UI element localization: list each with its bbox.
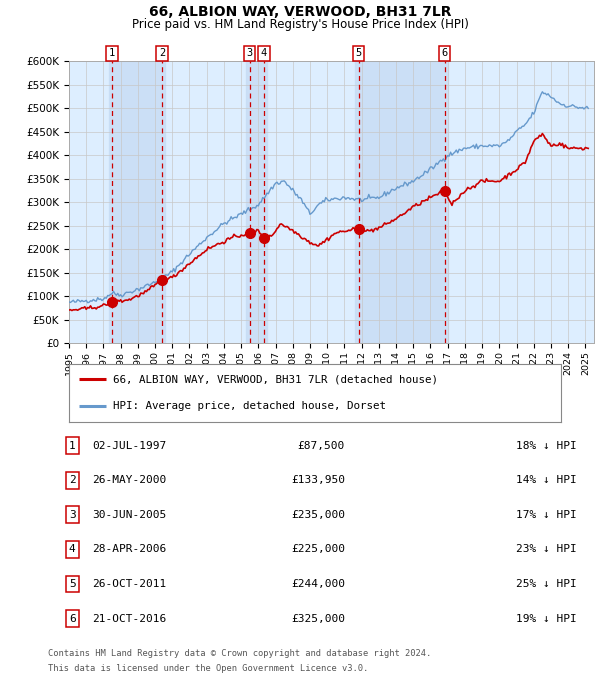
Text: £325,000: £325,000 [291,613,345,624]
Text: 6: 6 [442,48,448,58]
Text: 4: 4 [69,545,76,554]
Text: 21-OCT-2016: 21-OCT-2016 [92,613,167,624]
Text: 1: 1 [69,441,76,451]
Text: 02-JUL-1997: 02-JUL-1997 [92,441,167,451]
Bar [109,61,166,343]
Text: 23% ↓ HPI: 23% ↓ HPI [517,545,577,554]
Text: £225,000: £225,000 [291,545,345,554]
Text: 4: 4 [261,48,267,58]
Text: 2: 2 [159,48,165,58]
Text: 14% ↓ HPI: 14% ↓ HPI [517,475,577,486]
Text: This data is licensed under the Open Government Licence v3.0.: This data is licensed under the Open Gov… [48,664,368,673]
Text: 1: 1 [109,48,115,58]
Text: 25% ↓ HPI: 25% ↓ HPI [517,579,577,589]
Text: £87,500: £87,500 [298,441,345,451]
Bar [355,61,448,343]
Text: 2: 2 [69,475,76,486]
Text: 17% ↓ HPI: 17% ↓ HPI [517,510,577,520]
Text: 26-OCT-2011: 26-OCT-2011 [92,579,167,589]
Text: 28-APR-2006: 28-APR-2006 [92,545,167,554]
Text: 6: 6 [69,613,76,624]
Text: 66, ALBION WAY, VERWOOD, BH31 7LR (detached house): 66, ALBION WAY, VERWOOD, BH31 7LR (detac… [113,375,438,384]
Text: 18% ↓ HPI: 18% ↓ HPI [517,441,577,451]
Text: 66, ALBION WAY, VERWOOD, BH31 7LR: 66, ALBION WAY, VERWOOD, BH31 7LR [149,5,451,19]
Text: Price paid vs. HM Land Registry's House Price Index (HPI): Price paid vs. HM Land Registry's House … [131,18,469,31]
Bar [246,61,267,343]
Text: 3: 3 [69,510,76,520]
Text: 26-MAY-2000: 26-MAY-2000 [92,475,167,486]
Text: 5: 5 [69,579,76,589]
Text: £133,950: £133,950 [291,475,345,486]
Text: HPI: Average price, detached house, Dorset: HPI: Average price, detached house, Dors… [113,401,386,411]
Text: 19% ↓ HPI: 19% ↓ HPI [517,613,577,624]
Text: 3: 3 [247,48,253,58]
Text: £244,000: £244,000 [291,579,345,589]
Text: 5: 5 [356,48,362,58]
Text: Contains HM Land Registry data © Crown copyright and database right 2024.: Contains HM Land Registry data © Crown c… [48,649,431,658]
Text: 30-JUN-2005: 30-JUN-2005 [92,510,167,520]
Text: £235,000: £235,000 [291,510,345,520]
